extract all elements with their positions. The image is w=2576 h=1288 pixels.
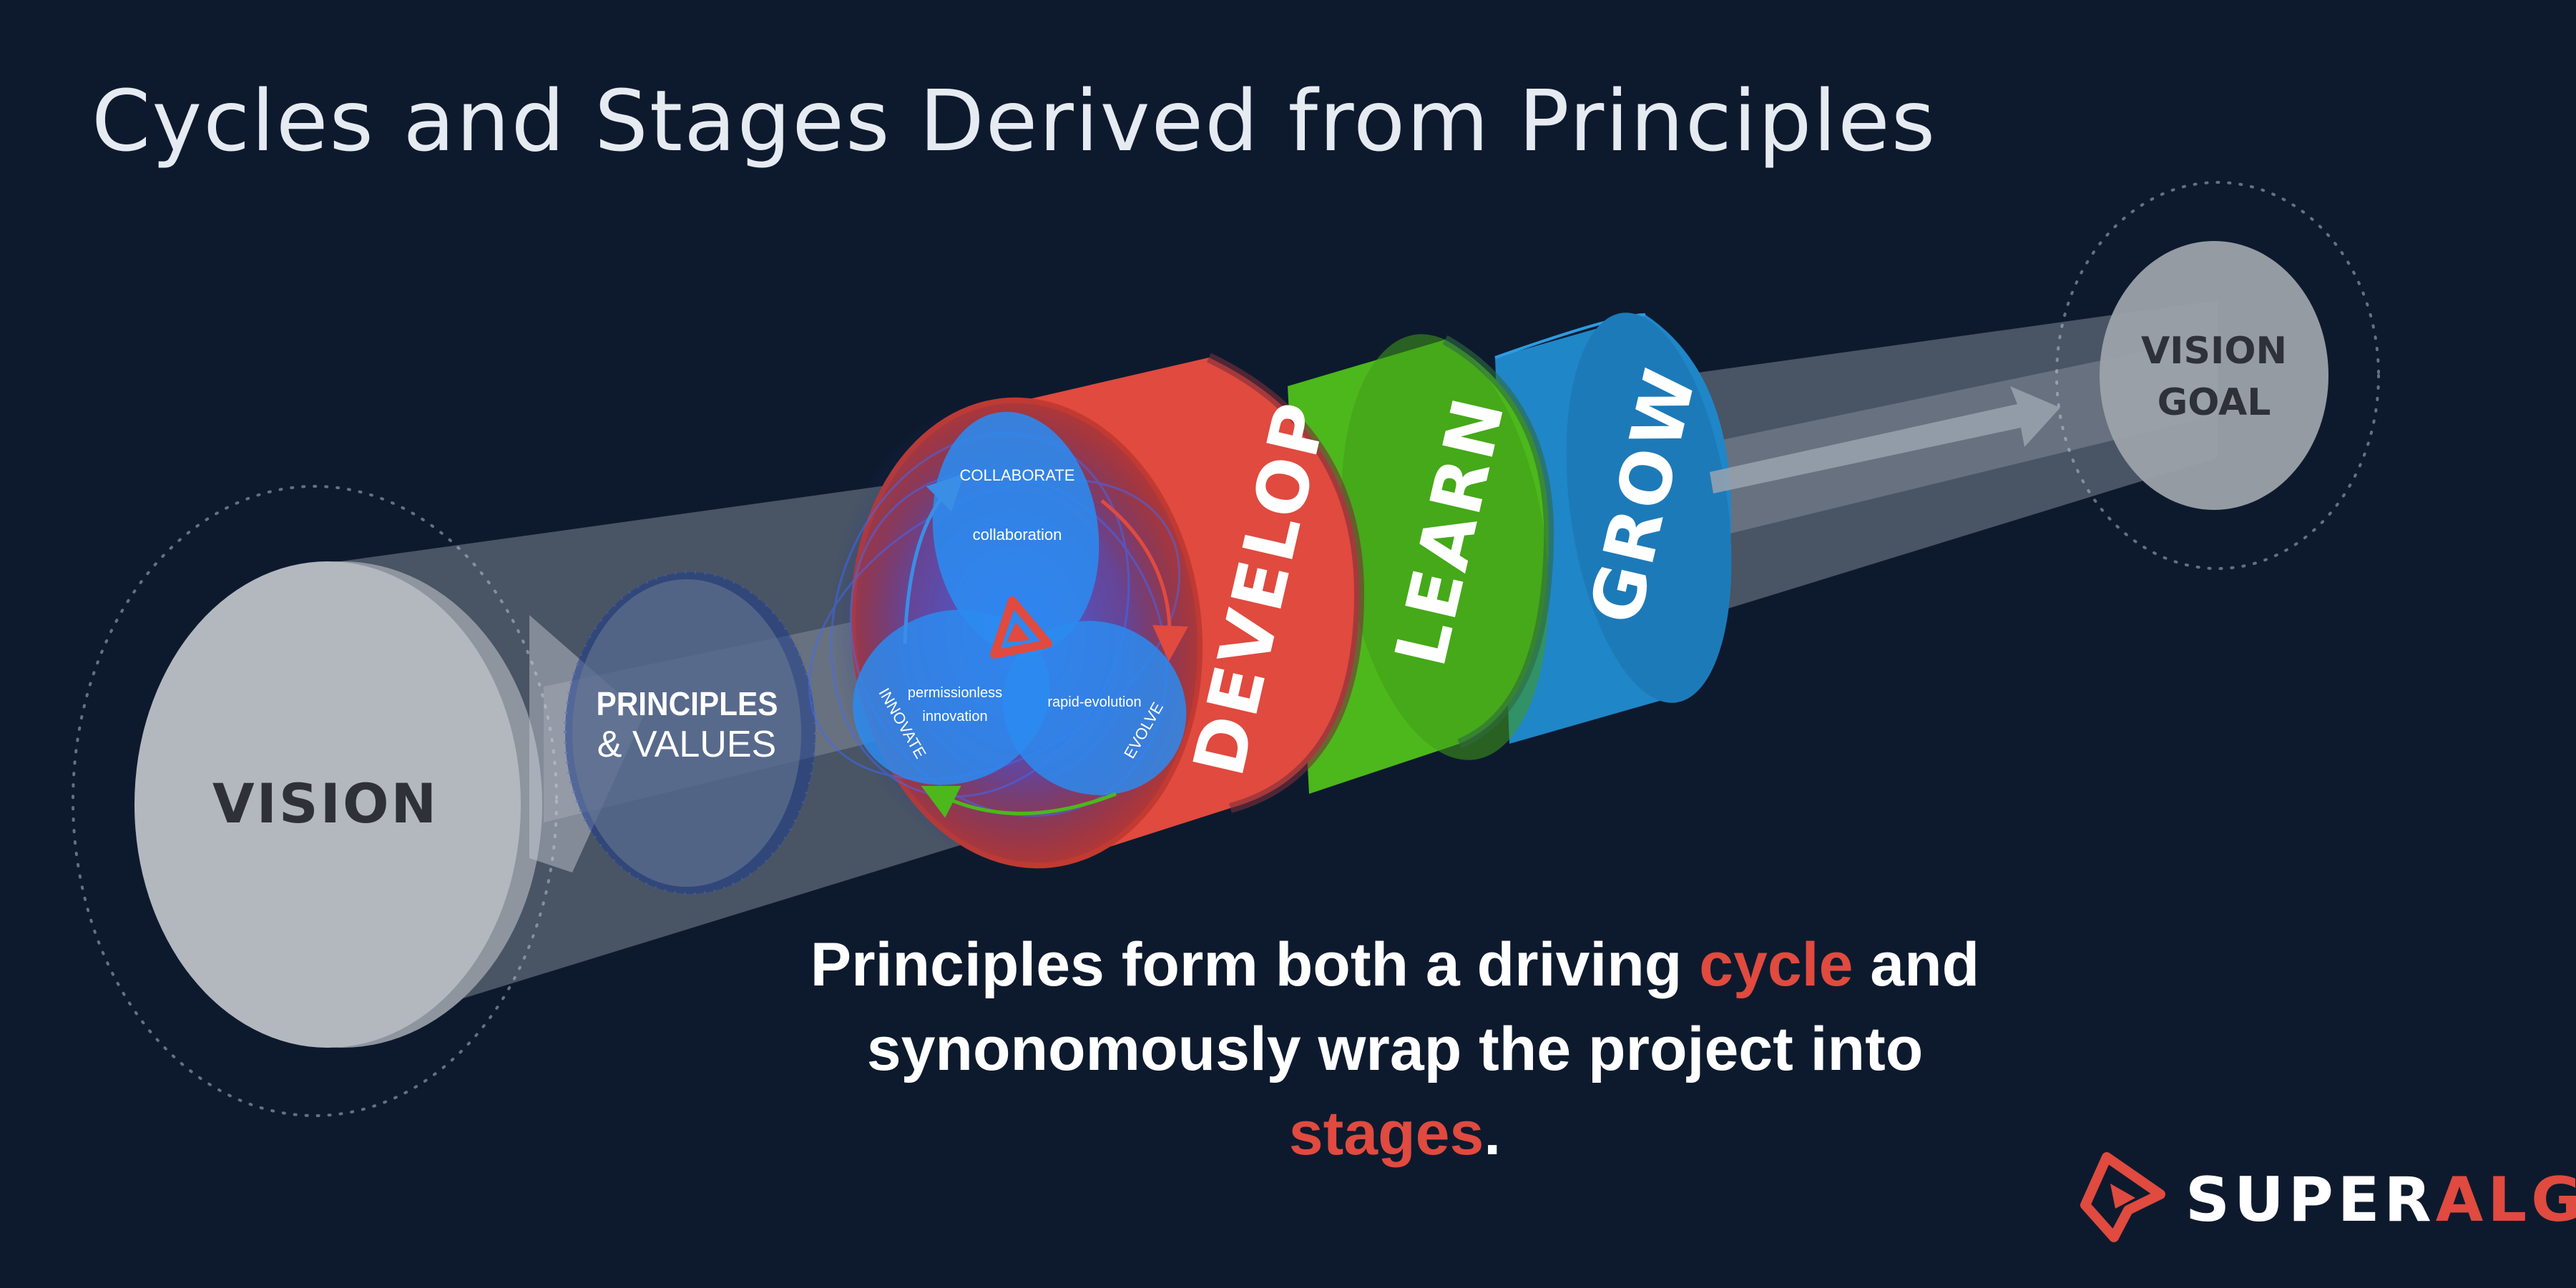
superalgos-logo-icon — [2080, 1152, 2165, 1242]
tagline: Principles form both a driving cycle and… — [787, 923, 2003, 1176]
cycle-innovation-label: innovation — [922, 709, 987, 724]
cycle-center-logo-icon — [990, 596, 1052, 659]
brand-name: SUPERALGOS — [2185, 1164, 2576, 1236]
stage-grow-cap — [1566, 313, 1732, 703]
vision-dotted-ring — [72, 485, 558, 1117]
vision-label: VISION — [212, 772, 439, 835]
cycle-permissionless-label: permissionless — [908, 685, 1002, 701]
tagline-stages-highlight: stages — [1288, 1099, 1484, 1168]
cycle-collaboration-label: collaboration — [973, 526, 1062, 544]
brand-logo: SUPERALGOS — [2071, 1144, 2576, 1244]
cycle-arrow-red — [1100, 499, 1189, 662]
cycle-arrow-blue — [903, 473, 964, 644]
page-title: Cycles and Stages Derived from Principle… — [92, 72, 1937, 170]
vision-goal-disc — [2100, 241, 2328, 510]
principles-disc — [572, 579, 801, 887]
tagline-cycle-highlight: cycle — [1699, 930, 1853, 999]
vision-disc — [134, 561, 521, 1048]
tagline-line1: Principles form both a driving cycle and — [810, 930, 1980, 999]
cycle-collaborate-label: COLLABORATE — [960, 466, 1075, 484]
vision-goal-line2: GOAL — [2158, 381, 2271, 424]
cycle-rapid-evolution-label: rapid-evolution — [1047, 694, 1141, 710]
cycle-arrow-green — [921, 785, 1117, 818]
principles-label-line2: & VALUES — [597, 724, 776, 765]
vision-goal-dotted-ring — [2055, 181, 2380, 570]
petal-collaborate — [932, 411, 1100, 654]
petal-evolve — [1002, 621, 1187, 795]
goal-arrow — [1710, 386, 2060, 493]
vision-goal-line1: VISION — [2141, 330, 2287, 373]
tagline-line2: synonomously wrap the project into stage… — [866, 1015, 1924, 1168]
principles-label-line1: PRINCIPLES — [597, 686, 778, 722]
